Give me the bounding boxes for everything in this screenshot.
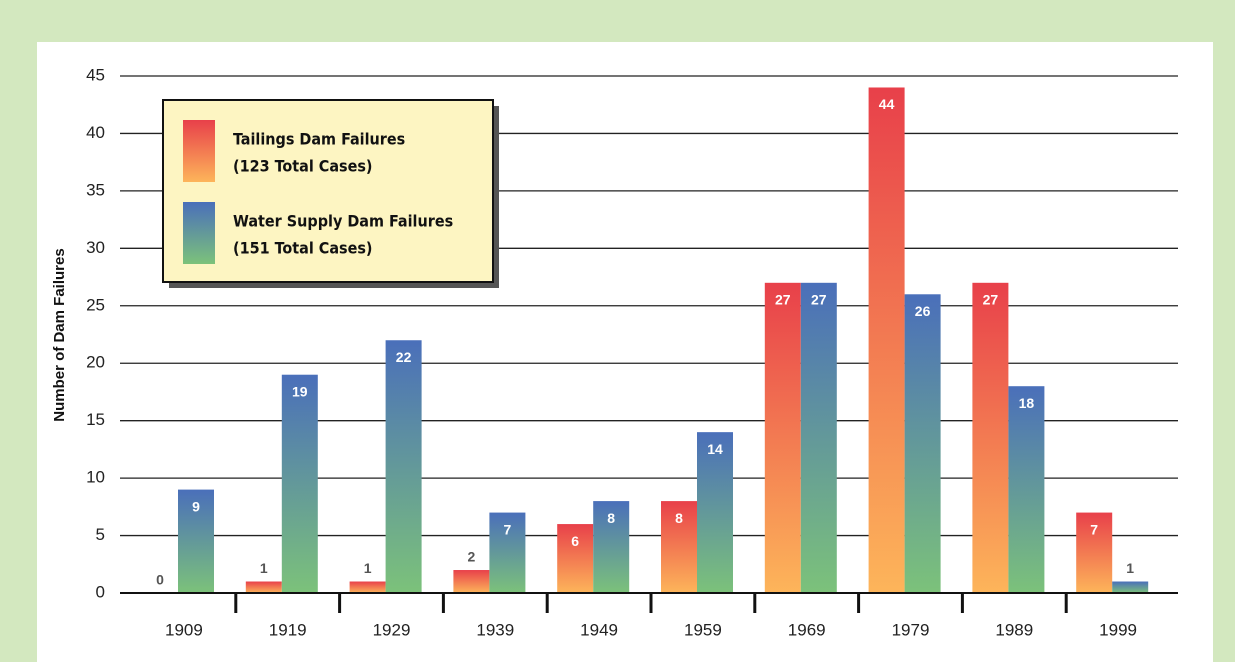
value-label: 44 — [879, 96, 895, 112]
y-tick-label: 40 — [86, 123, 105, 142]
legend-label: Tailings Dam Failures — [233, 130, 405, 149]
bar — [281, 374, 318, 593]
y-tick-label: 15 — [86, 410, 105, 429]
y-axis-label: Number of Dam Failures — [51, 248, 68, 421]
bar — [178, 489, 214, 593]
value-label: 27 — [775, 292, 791, 308]
x-tick-label: 1909 — [165, 620, 203, 639]
bar — [593, 501, 630, 593]
x-tick-label: 1969 — [788, 620, 826, 639]
bar — [453, 570, 490, 593]
legend-total: (123 Total Cases) — [233, 157, 373, 176]
value-label: 1 — [364, 560, 372, 576]
bar — [385, 340, 422, 593]
y-tick-label: 35 — [86, 180, 105, 199]
value-label: 14 — [707, 441, 723, 457]
value-label: 18 — [1019, 395, 1035, 411]
value-label: 0 — [156, 572, 164, 588]
x-tick-label: 1999 — [1099, 620, 1137, 639]
x-tick-label: 1949 — [580, 620, 618, 639]
x-tick-label: 1919 — [269, 620, 307, 639]
y-tick-label: 30 — [86, 238, 105, 257]
value-label: 19 — [292, 383, 308, 399]
x-tick-label: 1939 — [476, 620, 514, 639]
bar — [1076, 512, 1113, 593]
value-label: 27 — [811, 292, 827, 308]
y-tick-label: 25 — [86, 295, 105, 314]
value-label: 9 — [192, 498, 200, 514]
bar — [904, 294, 941, 593]
value-label: 7 — [504, 521, 512, 537]
legend-label: Water Supply Dam Failures — [233, 212, 453, 231]
bar — [1008, 386, 1045, 593]
value-label: 7 — [1090, 521, 1098, 537]
y-tick-label: 20 — [86, 353, 105, 372]
bar — [764, 282, 801, 593]
y-tick-label: 10 — [86, 468, 105, 487]
value-label: 27 — [983, 292, 999, 308]
value-label: 2 — [468, 549, 476, 565]
y-tick-label: 0 — [96, 582, 105, 601]
bar — [557, 524, 594, 593]
bar — [1112, 581, 1149, 593]
x-tick-label: 1989 — [995, 620, 1033, 639]
value-label: 1 — [260, 560, 268, 576]
value-label: 26 — [915, 303, 931, 319]
value-label: 8 — [675, 510, 683, 526]
bar — [489, 512, 526, 593]
x-tick-label: 1929 — [373, 620, 411, 639]
value-label: 8 — [607, 510, 615, 526]
bar — [868, 87, 905, 593]
value-label: 22 — [396, 349, 412, 365]
bar — [972, 282, 1009, 593]
value-label: 1 — [1126, 560, 1134, 576]
bar — [800, 282, 837, 593]
bar — [661, 501, 697, 593]
bar — [349, 581, 386, 593]
y-tick-label: 5 — [96, 525, 105, 544]
y-tick-label: 45 — [86, 65, 105, 84]
value-label: 6 — [571, 533, 579, 549]
legend-swatch — [183, 202, 215, 264]
bar — [245, 581, 282, 593]
x-tick-label: 1959 — [684, 620, 722, 639]
bar — [697, 432, 733, 593]
legend — [162, 99, 494, 283]
x-tick-label: 1979 — [892, 620, 930, 639]
legend-swatch — [183, 120, 215, 182]
legend-total: (151 Total Cases) — [233, 239, 373, 258]
